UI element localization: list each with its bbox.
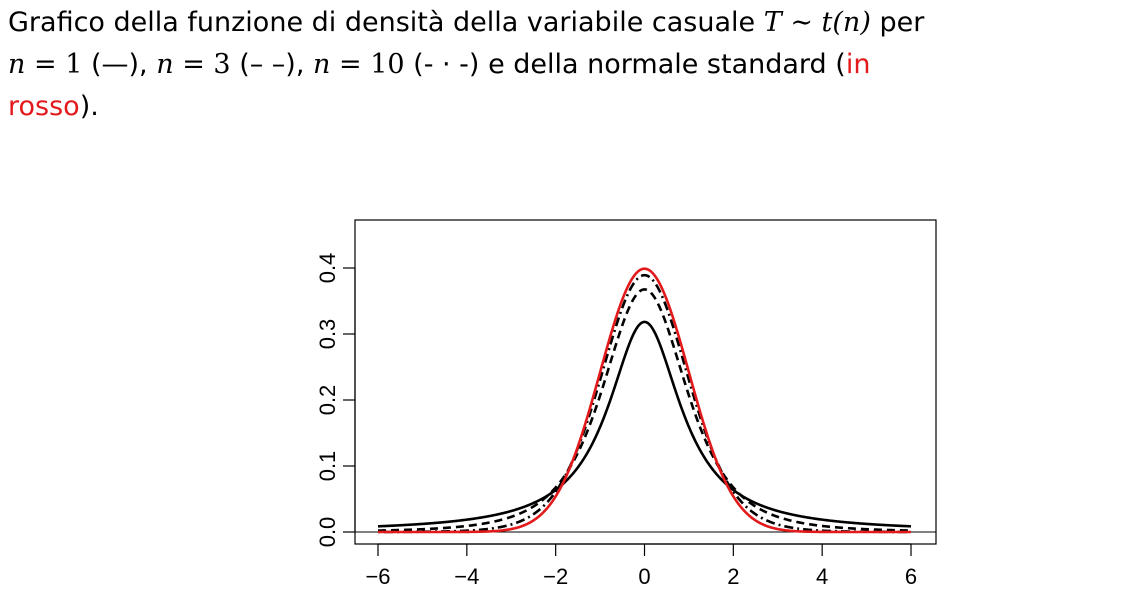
caption-line-3: rosso).	[8, 86, 1138, 128]
caption-end: ).	[79, 91, 99, 122]
caption-eq3: = 10	[339, 49, 405, 80]
caption-n1: n	[8, 49, 26, 80]
x-tick-label: 6	[905, 564, 917, 589]
caption-red-rosso: rosso	[8, 91, 80, 122]
y-tick-label: 0.0	[315, 517, 340, 548]
caption-sym1: (—),	[90, 49, 148, 80]
x-tick-label: 4	[816, 564, 828, 589]
caption-n2: n	[156, 49, 174, 80]
caption-eq1: = 1	[33, 49, 83, 80]
caption-eq2: = 3	[182, 49, 231, 80]
caption-line-1: Grafico della funzione di densità della …	[8, 2, 1138, 44]
caption-sym3: (- · -)	[413, 49, 480, 80]
y-tick-label: 0.4	[315, 253, 340, 284]
series-line-1	[377, 320, 912, 528]
x-tick-label: −2	[543, 564, 568, 589]
caption-n3: n	[313, 49, 331, 80]
caption-text: Grafico della funzione di densità della …	[8, 7, 756, 38]
x-tick-label: −4	[454, 564, 479, 589]
caption-line-2: n = 1 (—), n = 3 (– –), n = 10 (- · -) e…	[8, 44, 1138, 86]
caption-t-function: t(n)	[821, 7, 871, 38]
caption-sim: ∼	[790, 7, 813, 38]
x-tick-label: 2	[727, 564, 739, 589]
series-line-4	[377, 267, 912, 534]
caption-part2: e della normale standard (	[488, 49, 846, 80]
caption-red-in: in	[845, 49, 871, 80]
series-line-2	[377, 288, 912, 532]
x-tick-label: −6	[365, 564, 390, 589]
caption-sym2: (– –),	[239, 49, 305, 80]
caption-var-t: T	[763, 7, 782, 38]
x-tick-label: 0	[638, 564, 650, 589]
y-tick-label: 0.2	[315, 385, 340, 416]
y-tick-label: 0.1	[315, 451, 340, 482]
series-line-3	[377, 273, 912, 534]
y-tick-label: 0.3	[315, 319, 340, 350]
caption-per: per	[879, 7, 925, 38]
figure-caption: Grafico della funzione di densità della …	[8, 2, 1138, 128]
